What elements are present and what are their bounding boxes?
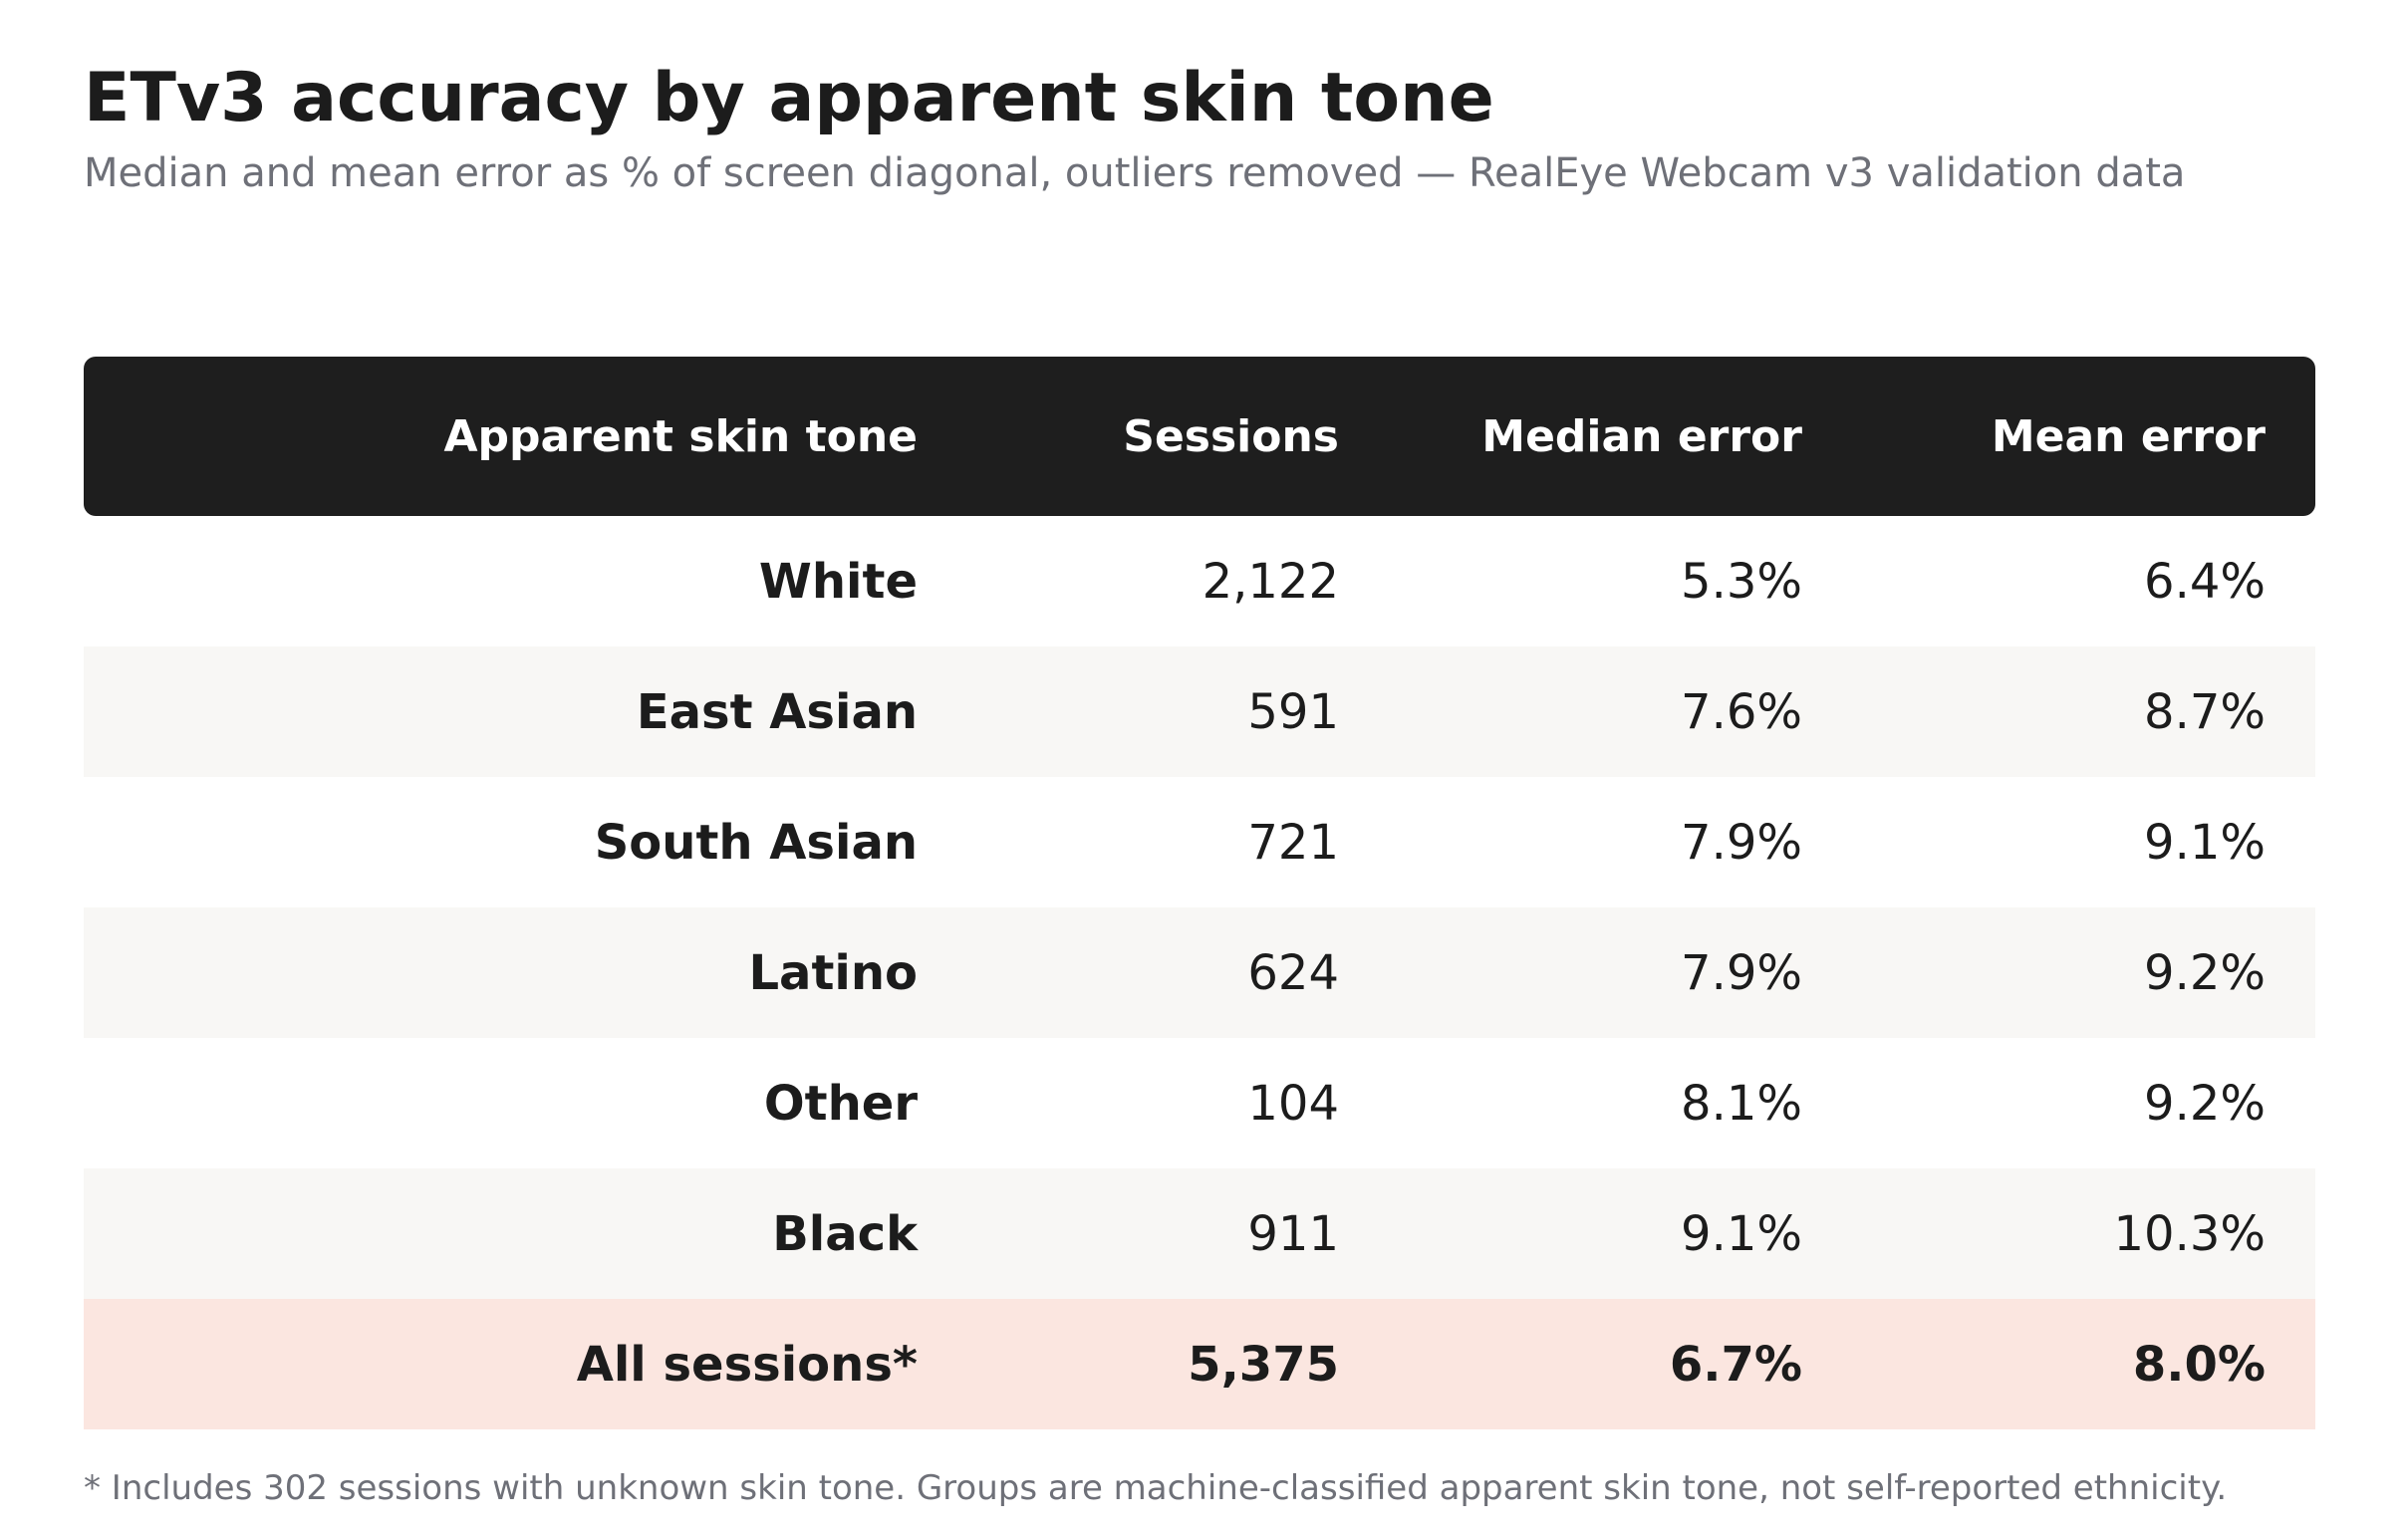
cell-median-error: 8.1% xyxy=(1681,1075,1802,1132)
total-label: All sessions* xyxy=(576,1336,918,1393)
cell-median-error: 9.1% xyxy=(1681,1205,1802,1262)
cell-sessions: 911 xyxy=(1247,1205,1339,1262)
cell-sessions: 104 xyxy=(1247,1075,1339,1132)
cell-sessions: 591 xyxy=(1247,683,1339,740)
cell-sessions: 721 xyxy=(1247,814,1339,871)
total-row: All sessions* 5,375 6.7% 8.0% xyxy=(84,1299,2315,1429)
cell-mean-error: 6.4% xyxy=(2144,553,2266,610)
table-row: Other 104 8.1% 9.2% xyxy=(84,1038,2315,1168)
header-skin-tone: Apparent skin tone xyxy=(443,410,918,462)
accuracy-table: Apparent skin tone Sessions Median error… xyxy=(84,357,2315,1429)
table-row: Black 911 9.1% 10.3% xyxy=(84,1168,2315,1299)
table-row: East Asian 591 7.6% 8.7% xyxy=(84,646,2315,777)
page-title: ETv3 accuracy by apparent skin tone xyxy=(84,59,1494,137)
cell-median-error: 7.6% xyxy=(1681,683,1802,740)
cell-median-error: 7.9% xyxy=(1681,814,1802,871)
cell-mean-error: 9.2% xyxy=(2144,1075,2266,1132)
cell-skin-tone: Black xyxy=(772,1205,918,1262)
total-median-error: 6.7% xyxy=(1669,1336,1802,1393)
table-header-row: Apparent skin tone Sessions Median error… xyxy=(84,357,2315,516)
cell-mean-error: 8.7% xyxy=(2144,683,2266,740)
cell-mean-error: 9.2% xyxy=(2144,944,2266,1001)
cell-skin-tone: Latino xyxy=(748,944,918,1001)
total-mean-error: 8.0% xyxy=(2132,1336,2266,1393)
table-row: Latino 624 7.9% 9.2% xyxy=(84,907,2315,1038)
cell-median-error: 7.9% xyxy=(1681,944,1802,1001)
footnote: * Includes 302 sessions with unknown ski… xyxy=(84,1468,2228,1508)
header-mean-error: Mean error xyxy=(1991,410,2266,462)
cell-skin-tone: South Asian xyxy=(594,814,918,871)
cell-skin-tone: Other xyxy=(763,1075,918,1132)
cell-sessions: 2,122 xyxy=(1202,553,1339,610)
page-subtitle: Median and mean error as % of screen dia… xyxy=(84,150,2186,196)
table-row: White 2,122 5.3% 6.4% xyxy=(84,516,2315,646)
cell-skin-tone: East Asian xyxy=(636,683,918,740)
total-sessions: 5,375 xyxy=(1188,1336,1339,1393)
cell-mean-error: 10.3% xyxy=(2113,1205,2266,1262)
cell-mean-error: 9.1% xyxy=(2144,814,2266,871)
header-sessions: Sessions xyxy=(1123,410,1339,462)
cell-median-error: 5.3% xyxy=(1681,553,1802,610)
header-median-error: Median error xyxy=(1481,410,1802,462)
cell-skin-tone: White xyxy=(758,553,918,610)
table-row: South Asian 721 7.9% 9.1% xyxy=(84,777,2315,907)
cell-sessions: 624 xyxy=(1247,944,1339,1001)
